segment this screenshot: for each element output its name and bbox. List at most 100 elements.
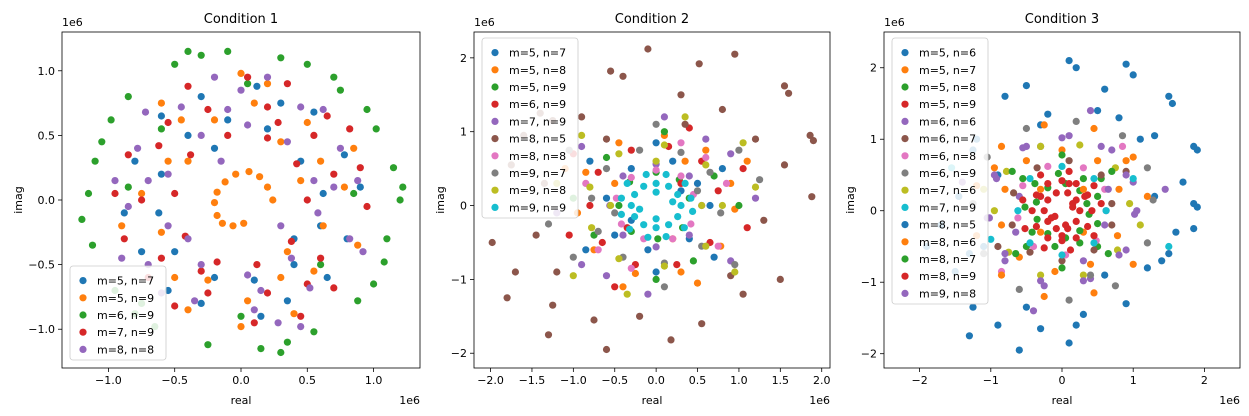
point-m-8-n-5-27 — [511, 268, 519, 276]
point-m-5-n-7-8 — [210, 273, 219, 282]
point-m-6-n-9-23 — [78, 215, 86, 223]
y-tick-label: 1.0 — [38, 65, 56, 78]
point-m-5-n-9-9 — [602, 153, 611, 162]
point-m-8-n-6-10 — [1129, 260, 1137, 268]
point-m-8-n-7-7 — [1076, 239, 1084, 247]
legend-box — [481, 37, 579, 219]
point-m-7-n-9-7 — [1102, 207, 1110, 215]
x-offset-label: 1e6 — [809, 394, 830, 407]
point-m-6-n-9-10 — [1143, 239, 1151, 247]
x-tick-label: 2.0 — [813, 374, 831, 387]
point-m-8-n-6-7 — [997, 271, 1006, 279]
point-m-8-n-6-1 — [1129, 153, 1137, 161]
point-m-5-n-6-12 — [1143, 264, 1151, 272]
point-m-8-n-6-0 — [1143, 192, 1151, 200]
point-m-6-n-8-1 — [1079, 164, 1087, 172]
point-m-5-n-7-0 — [319, 189, 327, 198]
legend-marker — [901, 221, 909, 229]
legend-marker — [79, 311, 87, 319]
point-m-8-n-5-8 — [619, 72, 627, 80]
point-m-8-n-8-3 — [627, 173, 635, 182]
point-m-6-n-9-19 — [372, 125, 380, 133]
legend-entry-label: m=5, n=7 — [97, 275, 154, 288]
point-m-8-n-5-16 — [544, 331, 553, 339]
point-m-8-n-5-32 — [751, 135, 760, 143]
y-tick-label: 1 — [460, 126, 467, 139]
point-m-5-n-7-26 — [356, 183, 364, 191]
point-m-9-n-8-2 — [1058, 134, 1066, 142]
legend-marker — [79, 294, 87, 302]
legend-marker — [901, 117, 909, 125]
point-m-8-n-5-2 — [1151, 132, 1159, 140]
point-m-8-n-5-21 — [739, 290, 747, 298]
point-m-8-n-8-5 — [164, 222, 172, 230]
point-m-8-n-8-33 — [118, 254, 126, 262]
point-m-5-n-9-16 — [204, 276, 212, 284]
point-m-5-n-9-0 — [213, 211, 221, 220]
point-m-9-n-9-1 — [674, 190, 682, 199]
x-tick-label: 1.0 — [365, 374, 383, 387]
legend-box — [891, 37, 989, 305]
point-m-8-n-7-2 — [1054, 169, 1062, 178]
point-m-5-n-8-11 — [743, 157, 751, 165]
point-m-5-n-6-4 — [1165, 92, 1173, 100]
point-m-6-n-7-2 — [1065, 157, 1073, 165]
point-m-5-n-6-13 — [1122, 300, 1130, 308]
point-m-6-n-9-1 — [1118, 132, 1127, 140]
point-m-9-n-9-12 — [687, 194, 695, 202]
legend-marker — [79, 277, 87, 285]
point-m-5-n-7-6 — [155, 209, 163, 217]
point-m-8-n-8-35 — [330, 183, 338, 191]
point-m-7-n-9-31 — [197, 267, 205, 275]
point-m-9-n-9-16 — [623, 179, 631, 187]
point-m-5-n-8-7 — [631, 269, 640, 278]
point-m-7-n-9-9 — [987, 235, 995, 243]
point-m-5-n-7-3 — [602, 194, 611, 202]
point-m-8-n-9-3 — [1058, 177, 1066, 185]
point-m-8-n-8-1 — [677, 172, 685, 180]
point-m-9-n-8-8 — [702, 242, 710, 250]
point-m-5-n-9-2 — [1064, 189, 1072, 197]
y-tick-label: −0.5 — [28, 259, 55, 272]
point-m-5-n-9-12 — [735, 201, 743, 210]
point-m-8-n-9-19 — [1066, 246, 1075, 254]
point-m-5-n-7-11 — [710, 253, 718, 261]
point-m-8-n-8-12 — [627, 264, 635, 272]
point-m-8-n-8-25 — [111, 177, 119, 185]
point-m-5-n-6-5 — [1168, 99, 1176, 108]
point-m-5-n-7-8 — [1086, 260, 1095, 268]
y-offset-label: 1e6 — [884, 16, 905, 29]
point-m-8-n-5-30 — [718, 105, 727, 114]
point-m-9-n-8-3 — [615, 150, 623, 158]
legend-marker — [79, 345, 87, 353]
legend-entry-label: m=9, n=7 — [509, 167, 566, 180]
point-m-9-n-9-27 — [652, 215, 660, 223]
chart-title: Condition 3 — [1025, 12, 1099, 27]
legend-entry-label: m=5, n=9 — [97, 292, 154, 305]
point-m-9-n-8-13 — [731, 268, 739, 276]
point-m-9-n-8-1 — [1097, 142, 1105, 150]
point-m-6-n-9-0 — [389, 164, 398, 172]
point-m-8-n-5-5 — [1079, 310, 1087, 318]
legend-entry-label: m=8, n=8 — [97, 343, 154, 356]
point-m-6-n-9-9 — [1111, 282, 1119, 290]
point-m-5-n-7-0 — [693, 179, 702, 187]
legend-marker — [901, 83, 909, 91]
point-m-5-n-9-14 — [660, 128, 669, 136]
point-m-5-n-7-5 — [997, 221, 1006, 229]
point-m-8-n-5-3 — [1179, 178, 1187, 186]
point-m-7-n-9-35 — [244, 73, 252, 81]
point-m-7-n-9-26 — [250, 319, 258, 327]
point-m-5-n-9-18 — [319, 222, 327, 230]
legend-marker — [901, 272, 909, 280]
legend-entry-label: m=5, n=8 — [509, 64, 566, 77]
point-m-5-n-9-4 — [615, 201, 623, 210]
y-tick-label: 1 — [870, 133, 877, 146]
point-m-9-n-8-7 — [660, 262, 669, 270]
point-m-7-n-9-38 — [356, 164, 364, 172]
point-m-5-n-9-11 — [689, 257, 698, 265]
point-m-8-n-7-9 — [1108, 167, 1116, 175]
point-m-6-n-9-20 — [303, 60, 311, 68]
point-m-5-n-7-3 — [224, 116, 232, 124]
x-tick-label: −2 — [911, 374, 927, 387]
